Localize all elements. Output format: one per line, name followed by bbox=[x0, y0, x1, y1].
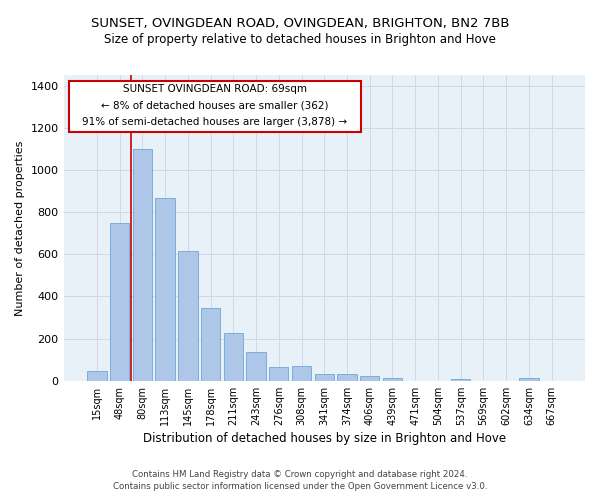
Text: Contains HM Land Registry data © Crown copyright and database right 2024.: Contains HM Land Registry data © Crown c… bbox=[132, 470, 468, 479]
Y-axis label: Number of detached properties: Number of detached properties bbox=[15, 140, 25, 316]
Text: 91% of semi-detached houses are larger (3,878) →: 91% of semi-detached houses are larger (… bbox=[82, 117, 347, 127]
Bar bbox=[133, 149, 152, 381]
Bar bbox=[337, 374, 356, 381]
X-axis label: Distribution of detached houses by size in Brighton and Hove: Distribution of detached houses by size … bbox=[143, 432, 506, 445]
Bar bbox=[155, 198, 175, 381]
Text: Size of property relative to detached houses in Brighton and Hove: Size of property relative to detached ho… bbox=[104, 32, 496, 46]
Text: ← 8% of detached houses are smaller (362): ← 8% of detached houses are smaller (362… bbox=[101, 101, 329, 111]
FancyBboxPatch shape bbox=[69, 81, 361, 132]
Bar bbox=[360, 376, 379, 381]
Bar bbox=[451, 378, 470, 381]
Bar bbox=[178, 251, 197, 381]
Bar bbox=[292, 366, 311, 381]
Bar bbox=[269, 367, 289, 381]
Bar bbox=[519, 378, 539, 381]
Bar bbox=[201, 308, 220, 381]
Bar bbox=[110, 222, 130, 381]
Bar bbox=[224, 334, 243, 381]
Bar bbox=[383, 378, 402, 381]
Text: SUNSET OVINGDEAN ROAD: 69sqm: SUNSET OVINGDEAN ROAD: 69sqm bbox=[123, 84, 307, 94]
Text: Contains public sector information licensed under the Open Government Licence v3: Contains public sector information licen… bbox=[113, 482, 487, 491]
Bar bbox=[314, 374, 334, 381]
Bar bbox=[247, 352, 266, 381]
Bar bbox=[87, 370, 107, 381]
Text: SUNSET, OVINGDEAN ROAD, OVINGDEAN, BRIGHTON, BN2 7BB: SUNSET, OVINGDEAN ROAD, OVINGDEAN, BRIGH… bbox=[91, 18, 509, 30]
